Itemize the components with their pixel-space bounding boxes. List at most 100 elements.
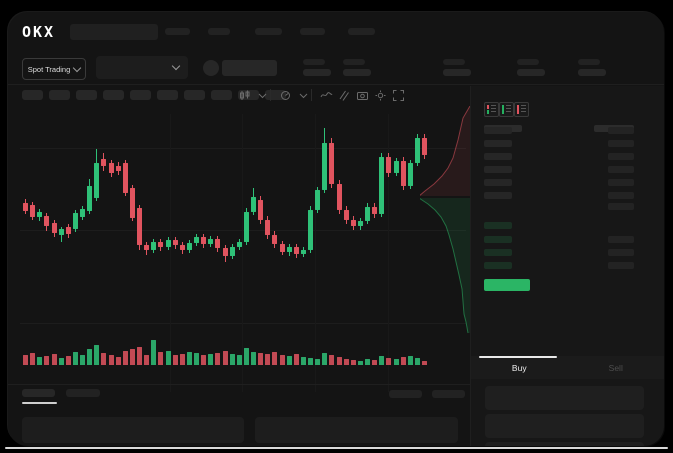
tab-buy[interactable]: Buy [511, 362, 527, 373]
candle [265, 220, 271, 235]
candle [357, 221, 363, 226]
candle [144, 245, 150, 250]
active-tab-indicator [479, 356, 557, 358]
volume-bar [229, 354, 235, 365]
stat-value-placeholder [578, 69, 606, 76]
chevron-down-icon[interactable] [296, 88, 310, 102]
stat-value-placeholder [303, 69, 331, 76]
search-input[interactable] [70, 24, 158, 40]
volume-bar [365, 359, 370, 365]
timeframe-button[interactable] [49, 90, 70, 100]
fullscreen-icon[interactable] [391, 88, 405, 102]
volume-bar [357, 361, 363, 365]
timeframe-button[interactable] [265, 90, 286, 100]
timeframe-button[interactable] [157, 90, 178, 100]
nav-item[interactable] [255, 28, 282, 35]
volume-bar [279, 355, 285, 365]
market-type-selector[interactable]: Spot Trading [22, 58, 86, 80]
ask-amount-placeholder [608, 179, 634, 186]
last-price-badge[interactable] [484, 279, 530, 291]
candle [65, 227, 71, 234]
pair-dropdown[interactable] [96, 56, 188, 79]
coin-avatar [203, 60, 219, 76]
volume-bar [393, 359, 399, 365]
bid-price-placeholder [484, 236, 512, 243]
candle [422, 138, 427, 155]
volume-bar [23, 355, 28, 365]
measure-icon[interactable] [337, 88, 351, 102]
bottom-link[interactable] [389, 390, 422, 398]
volume-bar [293, 354, 299, 365]
camera-icon[interactable] [355, 88, 369, 102]
volume-bar [72, 352, 78, 365]
volume-bar [407, 356, 413, 365]
volume-bar [350, 360, 356, 365]
candle [279, 244, 285, 252]
chevron-down-icon[interactable] [255, 88, 269, 102]
bid-amount-placeholder [608, 262, 634, 269]
candle [300, 250, 306, 254]
volume-bar [80, 355, 85, 365]
volume-bar [172, 355, 178, 365]
nav-item[interactable] [348, 28, 375, 35]
stat-value-placeholder [343, 69, 371, 76]
timeframe-button[interactable] [211, 90, 232, 100]
ask-price-placeholder [484, 179, 512, 186]
bottom-tab[interactable] [66, 389, 100, 397]
volume-bar [215, 353, 221, 365]
tab-sell[interactable]: Sell [608, 362, 623, 373]
indicators-icon[interactable] [278, 88, 292, 102]
candle [179, 245, 185, 250]
volume-bar [115, 357, 121, 365]
active-tab-indicator [22, 402, 57, 404]
nav-item[interactable] [300, 28, 325, 35]
total-input[interactable] [485, 442, 644, 446]
candle-type-icon[interactable] [237, 88, 251, 102]
volume-bar [414, 358, 420, 365]
candle [165, 240, 171, 247]
candle [151, 242, 157, 250]
volume-bar [94, 345, 100, 365]
ask-amount-placeholder [608, 140, 634, 147]
wave-icon[interactable] [319, 88, 333, 102]
bottom-link[interactable] [432, 390, 465, 398]
timeframe-button[interactable] [184, 90, 205, 100]
ask-amount-placeholder [608, 127, 634, 134]
stat-label-placeholder [443, 59, 465, 65]
candlestick-chart[interactable] [8, 86, 470, 392]
candle [343, 210, 349, 220]
candle [101, 159, 107, 166]
amount-input[interactable] [485, 414, 644, 438]
volume-bar [265, 354, 271, 365]
volume-bar [144, 355, 150, 365]
candle [194, 237, 199, 243]
stat-label-placeholder [343, 59, 365, 65]
book-asks-only-icon[interactable] [514, 102, 529, 117]
timeframe-button[interactable] [103, 90, 124, 100]
timeframe-button[interactable] [130, 90, 151, 100]
ask-amount-placeholder [608, 166, 634, 173]
toolbar-divider [311, 89, 312, 101]
nav-item[interactable] [165, 28, 190, 35]
book-combined-icon[interactable] [484, 102, 499, 117]
candle [393, 161, 399, 173]
okx-logo: OKX [22, 23, 56, 41]
volume-bar [87, 349, 93, 365]
volume-bar [158, 352, 164, 365]
candle [350, 220, 356, 226]
toolbar-divider [270, 89, 271, 101]
price-input[interactable] [485, 386, 644, 410]
settings-icon[interactable] [373, 88, 387, 102]
volume-bar [30, 353, 36, 365]
timeframe-button[interactable] [22, 90, 43, 100]
timeframe-button[interactable] [76, 90, 97, 100]
candle [115, 166, 121, 171]
chevron-down-icon [171, 61, 181, 71]
book-bids-only-icon[interactable] [499, 102, 514, 117]
candle [229, 247, 235, 256]
volume-bar [379, 356, 385, 365]
bottom-tab-active[interactable] [22, 389, 55, 397]
nav-item[interactable] [208, 28, 230, 35]
candle [329, 143, 335, 184]
volume-bar [286, 356, 292, 365]
